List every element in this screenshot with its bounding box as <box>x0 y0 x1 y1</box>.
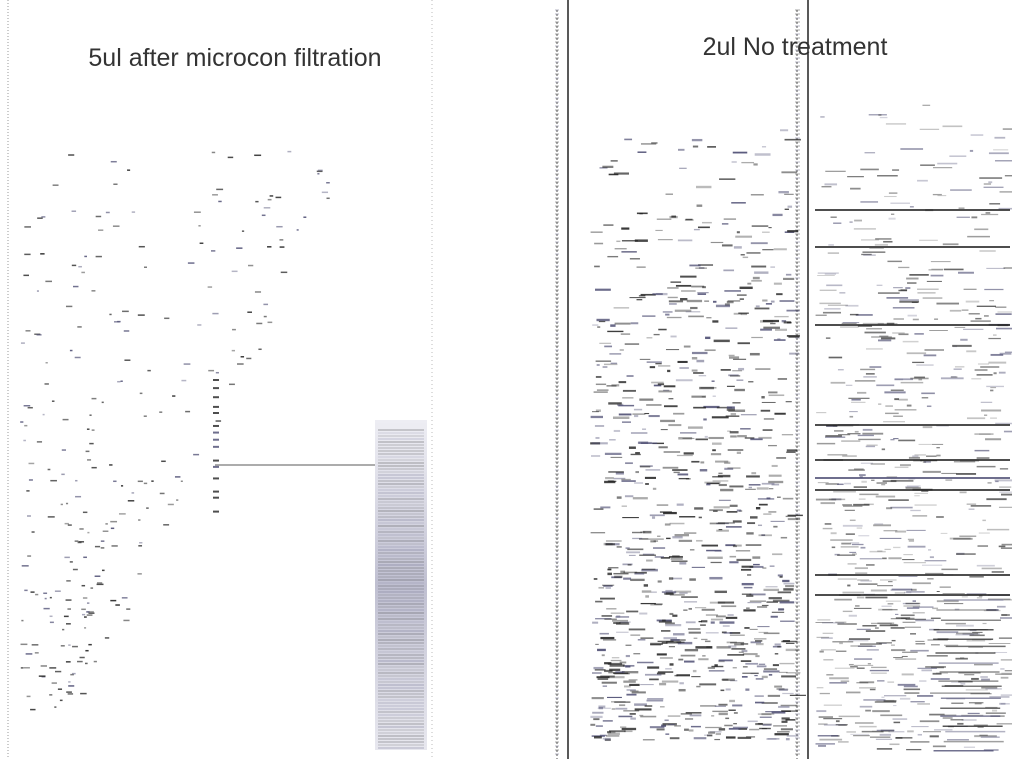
scan: 5ul after microcon filtration 2ul No tre… <box>0 0 1012 759</box>
panel-title: 5ul after microcon filtration <box>88 44 381 72</box>
page: 5ul after microcon filtration 2ul No tre… <box>0 0 1012 759</box>
panel-title: 2ul No treatment <box>703 33 888 61</box>
background <box>0 0 1012 759</box>
